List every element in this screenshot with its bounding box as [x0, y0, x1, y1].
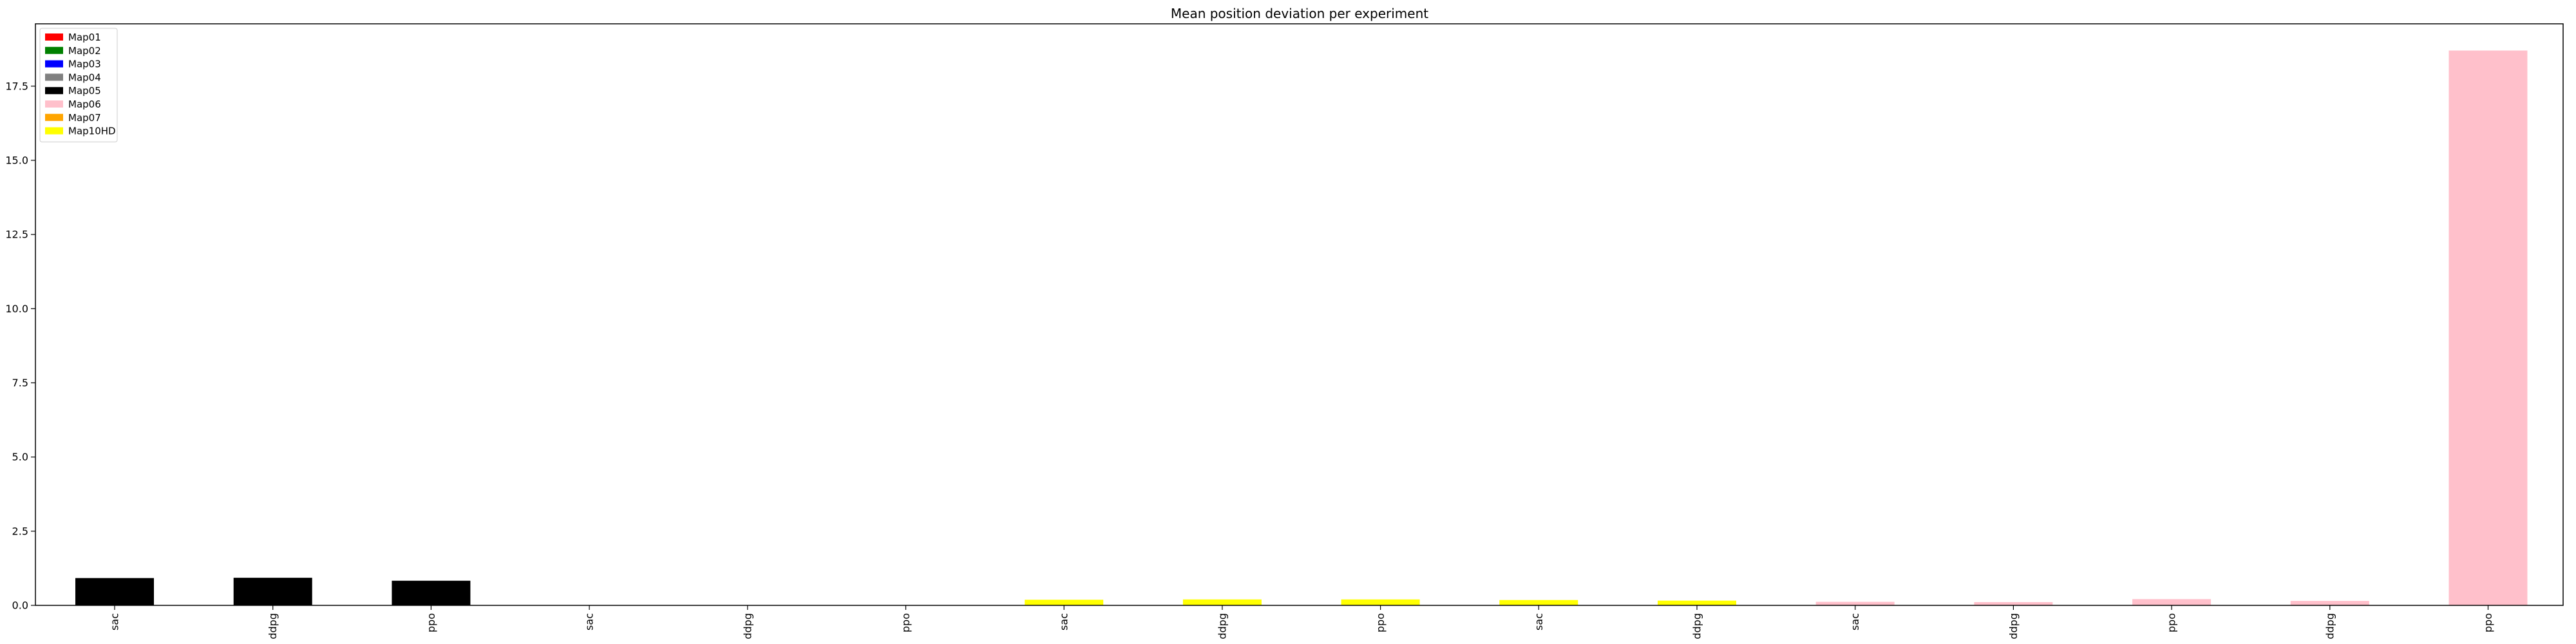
bar-1 — [233, 578, 312, 605]
x-tick-label-1: ddpg — [267, 613, 279, 639]
bar-10 — [1658, 600, 1736, 605]
bar-7 — [1182, 599, 1262, 605]
x-tick-label-6: sac — [1058, 613, 1070, 630]
legend-swatch-map10hd — [45, 127, 63, 135]
x-tick-label-13: ppo — [2166, 613, 2178, 632]
legend-label-map03: Map03 — [68, 59, 101, 70]
y-tick-label-5: 12.5 — [5, 229, 28, 241]
legend-swatch-map06 — [45, 100, 63, 108]
x-tick-label-14: ddpg — [2324, 613, 2336, 639]
x-tick-label-8: ppo — [1374, 613, 1387, 632]
bar-11 — [1815, 601, 1895, 605]
y-tick-label-4: 10.0 — [5, 303, 28, 315]
legend-swatch-map01 — [45, 33, 63, 41]
y-tick-label-6: 15.0 — [5, 154, 28, 166]
legend-label-map02: Map02 — [68, 45, 101, 57]
bar-6 — [1025, 600, 1104, 605]
plot-frame — [35, 23, 2564, 606]
x-tick-label-4: ddpg — [741, 613, 753, 639]
y-axis: 0.0 2.5 5.0 7.5 10.0 12.5 15.0 17.5 — [5, 80, 35, 612]
bar-12 — [1974, 601, 2053, 605]
y-tick-label-3: 7.5 — [12, 377, 28, 389]
x-tick-label-2: ppo — [425, 613, 437, 632]
x-tick-label-5: ppo — [900, 613, 912, 632]
legend-swatch-map03 — [45, 60, 63, 68]
bar-0 — [75, 578, 154, 605]
legend-swatch-map02 — [45, 46, 63, 54]
y-tick-label-0: 0.0 — [12, 600, 28, 612]
x-tick-label-0: sac — [109, 613, 121, 630]
legend-frame — [39, 28, 118, 142]
x-tick-label-3: sac — [583, 613, 596, 630]
x-tick-label-15: ppo — [2482, 613, 2494, 632]
legend-label-map05: Map05 — [68, 85, 101, 97]
x-axis: sac ddpg ppo sac ddpg ppo sac ddpg ppo sac ddpg sac… — [109, 605, 2494, 639]
bar-9 — [1499, 600, 1578, 605]
plot-area — [35, 24, 2563, 605]
legend-label-map10hd: Map10HD — [68, 126, 116, 137]
x-tick-label-12: ddpg — [2007, 613, 2020, 639]
y-tick-label-7: 17.5 — [5, 80, 28, 92]
bar-14 — [2290, 601, 2369, 605]
legend-label-map01: Map01 — [68, 32, 101, 43]
bar-13 — [2132, 599, 2211, 605]
bar-8 — [1341, 599, 1420, 605]
bar-15 — [2448, 50, 2528, 605]
x-tick-label-9: sac — [1533, 613, 1545, 630]
y-tick-label-1: 2.5 — [12, 525, 28, 537]
y-tick-label-2: 5.0 — [12, 451, 28, 463]
x-tick-label-11: sac — [1849, 613, 1861, 630]
legend-label-map04: Map04 — [68, 71, 101, 83]
legend-swatch-map07 — [45, 113, 63, 121]
legend-label-map07: Map07 — [68, 112, 101, 124]
x-tick-label-10: ddpg — [1691, 613, 1703, 639]
legend-swatch-map05 — [45, 87, 63, 95]
bars-group — [75, 50, 2528, 605]
x-tick-label-7: ddpg — [1216, 613, 1228, 639]
legend-label-map06: Map06 — [68, 99, 101, 110]
chart-title: Mean position deviation per experiment — [1171, 6, 1428, 21]
bar-2 — [392, 580, 471, 605]
legend-swatch-map04 — [45, 73, 63, 81]
